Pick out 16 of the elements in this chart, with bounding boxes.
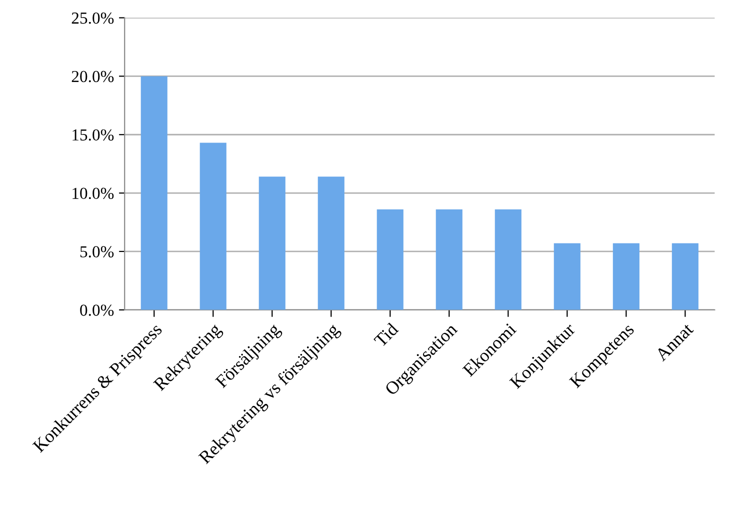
bar: [554, 243, 580, 310]
bar: [672, 243, 698, 310]
y-tick-label: 15.0%: [72, 129, 114, 141]
bar: [318, 176, 344, 310]
y-tick-label: 25.0%: [72, 12, 114, 24]
y-tick-label: 10.0%: [72, 188, 114, 200]
bar: [376, 209, 404, 310]
bar: [436, 209, 462, 310]
bar: [612, 243, 640, 310]
y-tick-label: 20.0%: [72, 70, 114, 82]
y-tick-label: 0.0%: [80, 304, 114, 316]
y-tick-label: 5.0%: [80, 246, 114, 258]
bar: [200, 142, 226, 310]
bar: [140, 76, 168, 310]
bar: [494, 209, 522, 310]
bar: [258, 176, 286, 310]
